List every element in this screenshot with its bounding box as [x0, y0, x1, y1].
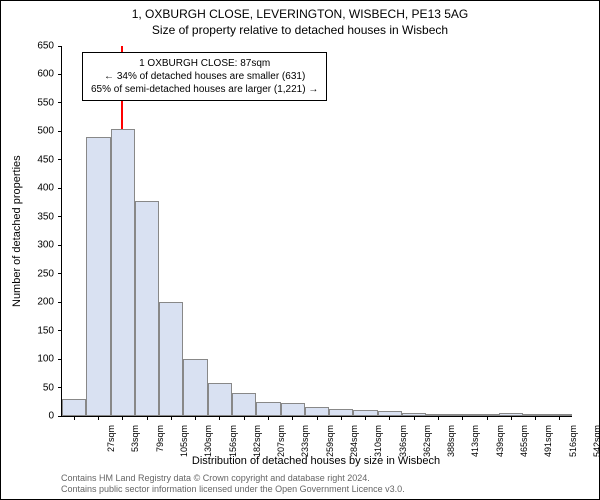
ytick-mark	[58, 159, 62, 160]
ytick-label: 400	[24, 183, 54, 194]
histogram-bar	[111, 129, 135, 416]
xtick-mark	[147, 416, 148, 420]
xtick-label: 465sqm	[519, 425, 529, 465]
xtick-label: 388sqm	[446, 425, 456, 465]
info-line-2: ← 34% of detached houses are smaller (63…	[91, 70, 318, 83]
xtick-mark	[122, 416, 123, 420]
histogram-bar	[281, 403, 305, 416]
ytick-label: 450	[24, 154, 54, 165]
xtick-label: 156sqm	[228, 425, 238, 465]
chart-title-sub: Size of property relative to detached ho…	[1, 23, 599, 37]
xtick-mark	[195, 416, 196, 420]
footer: Contains HM Land Registry data © Crown c…	[61, 473, 571, 495]
histogram-bar	[208, 383, 232, 416]
footer-line-2: Contains public sector information licen…	[61, 484, 571, 495]
ytick-mark	[58, 188, 62, 189]
xtick-mark	[535, 416, 536, 420]
histogram-bar	[159, 302, 183, 416]
xtick-mark	[462, 416, 463, 420]
ytick-mark	[58, 46, 62, 47]
histogram-bar	[232, 393, 256, 416]
histogram-bar	[183, 359, 207, 416]
ytick-label: 300	[24, 240, 54, 251]
xtick-mark	[74, 416, 75, 420]
xtick-label: 105sqm	[179, 425, 189, 465]
ytick-mark	[58, 245, 62, 246]
xtick-label: 284sqm	[349, 425, 359, 465]
xtick-mark	[317, 416, 318, 420]
xtick-mark	[244, 416, 245, 420]
ytick-mark	[58, 359, 62, 360]
ytick-label: 350	[24, 211, 54, 222]
xtick-mark	[365, 416, 366, 420]
chart-title-main: 1, OXBURGH CLOSE, LEVERINGTON, WISBECH, …	[1, 7, 599, 21]
ytick-label: 500	[24, 126, 54, 137]
y-axis-label: Number of detached properties	[11, 46, 25, 416]
xtick-mark	[98, 416, 99, 420]
xtick-mark	[389, 416, 390, 420]
xtick-mark	[219, 416, 220, 420]
ytick-mark	[58, 387, 62, 388]
footer-line-1: Contains HM Land Registry data © Crown c…	[61, 473, 571, 484]
xtick-label: 439sqm	[495, 425, 505, 465]
ytick-label: 100	[24, 354, 54, 365]
xtick-label: 233sqm	[300, 425, 310, 465]
ytick-mark	[58, 102, 62, 103]
ytick-label: 150	[24, 325, 54, 336]
xtick-label: 27sqm	[106, 425, 116, 465]
xtick-label: 362sqm	[422, 425, 432, 465]
info-line-1: 1 OXBURGH CLOSE: 87sqm	[91, 57, 318, 70]
histogram-bar	[62, 399, 86, 416]
histogram-bar	[256, 402, 280, 416]
xtick-mark	[171, 416, 172, 420]
ytick-label: 250	[24, 268, 54, 279]
ytick-mark	[58, 302, 62, 303]
xtick-label: 207sqm	[276, 425, 286, 465]
ytick-label: 550	[24, 97, 54, 108]
xtick-label: 542sqm	[592, 425, 600, 465]
xtick-mark	[487, 416, 488, 420]
histogram-bar	[86, 137, 110, 416]
ytick-mark	[58, 330, 62, 331]
xtick-mark	[341, 416, 342, 420]
xtick-mark	[438, 416, 439, 420]
xtick-label: 310sqm	[373, 425, 383, 465]
xtick-mark	[511, 416, 512, 420]
xtick-label: 491sqm	[543, 425, 553, 465]
ytick-mark	[58, 131, 62, 132]
xtick-mark	[559, 416, 560, 420]
xtick-label: 259sqm	[325, 425, 335, 465]
ytick-label: 650	[24, 41, 54, 52]
info-line-3: 65% of semi-detached houses are larger (…	[91, 83, 318, 96]
xtick-mark	[414, 416, 415, 420]
histogram-bar	[329, 409, 353, 416]
xtick-label: 79sqm	[155, 425, 165, 465]
histogram-bar	[135, 201, 159, 416]
xtick-label: 516sqm	[568, 425, 578, 465]
ytick-label: 200	[24, 297, 54, 308]
xtick-label: 53sqm	[130, 425, 140, 465]
ytick-label: 600	[24, 69, 54, 80]
xtick-label: 413sqm	[470, 425, 480, 465]
xtick-label: 182sqm	[252, 425, 262, 465]
xtick-label: 336sqm	[398, 425, 408, 465]
plot-area: 1 OXBURGH CLOSE: 87sqm ← 34% of detached…	[61, 46, 572, 417]
ytick-label: 50	[24, 382, 54, 393]
ytick-mark	[58, 74, 62, 75]
ytick-mark	[58, 216, 62, 217]
chart-container: 1, OXBURGH CLOSE, LEVERINGTON, WISBECH, …	[0, 0, 600, 500]
xtick-label: 130sqm	[203, 425, 213, 465]
xtick-mark	[268, 416, 269, 420]
xtick-mark	[292, 416, 293, 420]
info-box: 1 OXBURGH CLOSE: 87sqm ← 34% of detached…	[82, 52, 327, 101]
histogram-bar	[305, 407, 329, 416]
ytick-label: 0	[24, 411, 54, 422]
ytick-mark	[58, 273, 62, 274]
